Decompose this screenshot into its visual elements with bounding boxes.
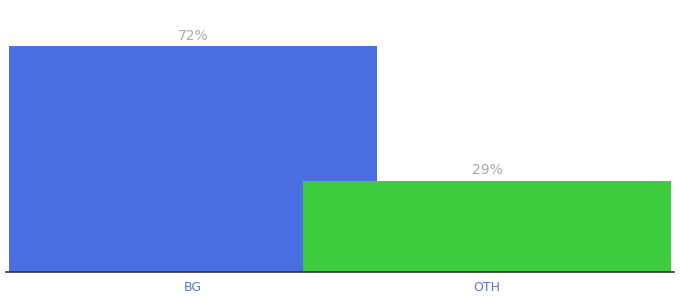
Text: 72%: 72% <box>177 28 208 43</box>
Bar <box>303 181 671 272</box>
Bar <box>9 46 377 272</box>
Text: 29%: 29% <box>472 163 503 177</box>
